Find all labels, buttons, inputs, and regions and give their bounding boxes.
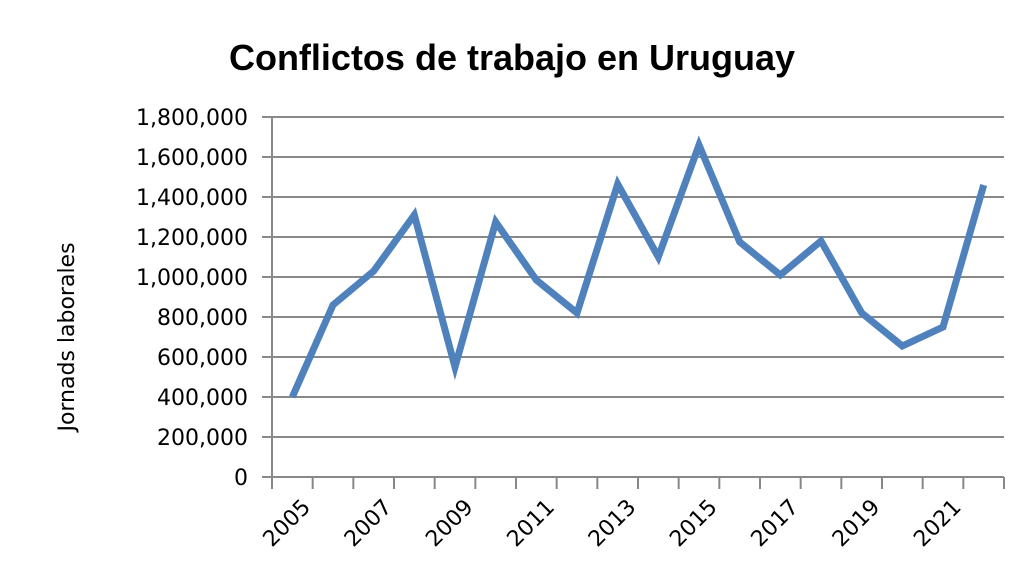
y-tick-label: 1,000,000	[136, 266, 248, 291]
gridlines	[262, 116, 1004, 438]
series	[289, 135, 988, 399]
y-tick-label: 1,600,000	[136, 146, 248, 171]
y-tick-labels: 0 200,000 400,000 600,000 800,000 1,000,000 1,…	[136, 106, 248, 491]
x-tick-label: 2013	[584, 495, 641, 552]
x-tick-label: 2005	[259, 495, 316, 552]
y-tick-label: 1,800,000	[136, 106, 248, 131]
y-tick-label: 600,000	[157, 346, 248, 371]
y-axis-label: Jornads laborales	[55, 242, 80, 433]
x-tick-label: 2015	[665, 495, 722, 552]
x-tick-label: 2019	[828, 495, 885, 552]
axes	[262, 117, 1005, 489]
x-tick-label: 2021	[909, 495, 966, 552]
x-tick-label: 2017	[747, 495, 804, 552]
y-tick-label: 800,000	[157, 306, 248, 331]
series-line	[289, 135, 988, 399]
y-tick-label: 0	[234, 466, 248, 491]
y-tick-label: 1,400,000	[136, 186, 248, 211]
x-tick-labels: 2005 2007 2009 2011 2013 2015 2017 2019 2021	[259, 495, 967, 552]
y-tick-label: 1,200,000	[136, 226, 248, 251]
y-tick-label: 200,000	[157, 426, 248, 451]
y-tick-label: 400,000	[157, 386, 248, 411]
x-tick-label: 2007	[340, 495, 397, 552]
x-tick-label: 2011	[503, 495, 560, 552]
chart-title: Conflictos de trabajo en Uruguay	[229, 37, 795, 78]
x-tick-label: 2009	[421, 495, 478, 552]
